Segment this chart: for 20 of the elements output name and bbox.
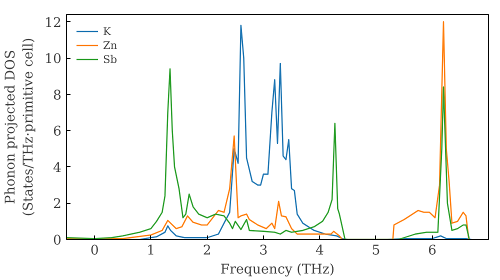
y-tick-label: 0 [53,234,62,248]
y-axis-title: Phonon projected DOS (States/THz·primitive cell) [4,38,37,216]
x-tick-label: 1 [146,244,156,258]
y-tick-label: 6 [53,124,62,140]
legend-label: Sb [103,52,118,66]
y-tick-label: 8 [53,88,62,104]
x-axis-title: Frequency (THz) [220,262,335,278]
x-tick-label: 6 [428,244,436,258]
x-tick-label: 3 [259,244,268,258]
line-series [66,68,470,240]
legend-label: Zn [103,38,118,52]
legend-label: K [103,24,112,38]
y-tick-label: 10 [44,52,62,68]
x-tick-label: 5 [372,244,380,258]
x-tick-label: 4 [315,244,324,258]
y-tick-label: 2 [53,197,62,212]
y-tick-label: 12 [44,16,62,31]
x-tick-label: 2 [202,244,212,258]
y-tick-label: 4 [53,160,62,176]
x-tick-label: 0 [90,244,99,258]
